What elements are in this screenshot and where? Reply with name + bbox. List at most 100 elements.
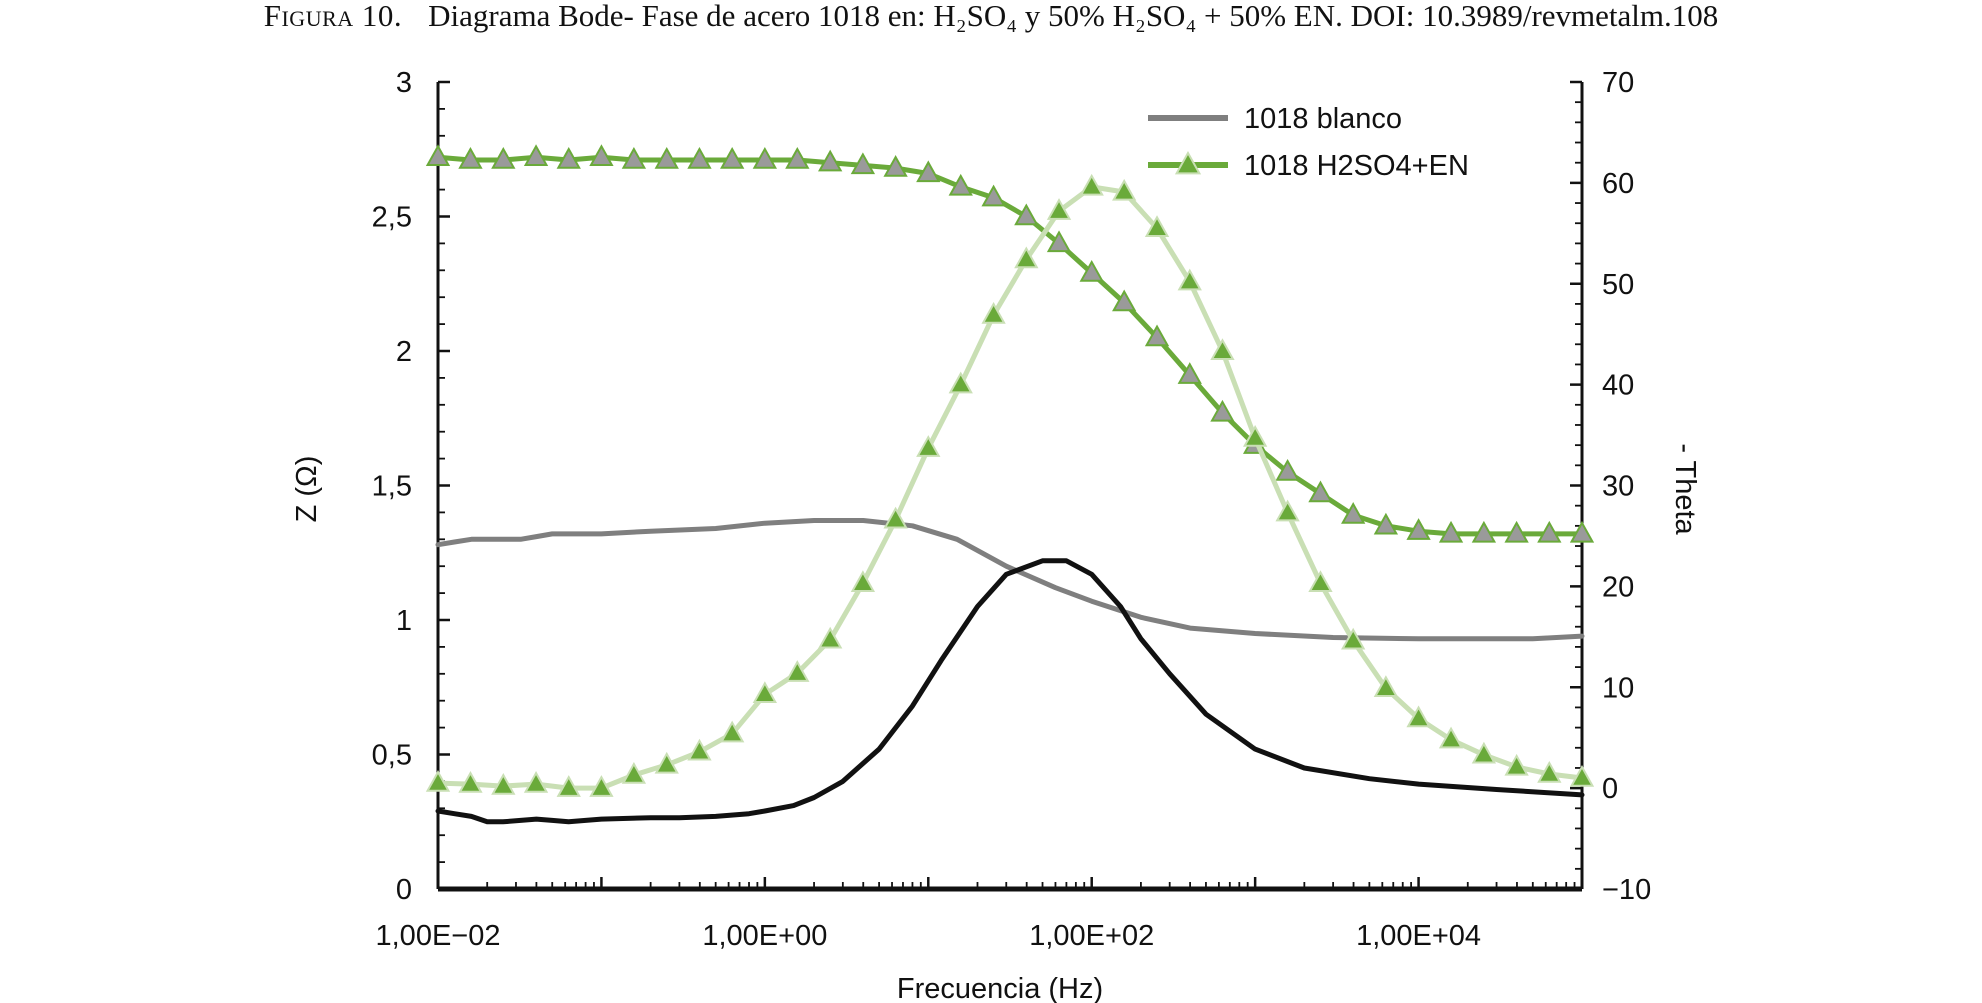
series-point-3 bbox=[1373, 675, 1399, 697]
series-point-3 bbox=[981, 301, 1006, 324]
series-point-2 bbox=[1177, 362, 1202, 384]
series-point-3 bbox=[491, 773, 516, 795]
series-point-3 bbox=[1275, 499, 1300, 522]
legend: 1018 blanco 1018 H2SO4+EN bbox=[1148, 103, 1469, 182]
series-point-3 bbox=[850, 570, 876, 593]
series-point-3 bbox=[1308, 570, 1333, 593]
series-point-3 bbox=[1438, 726, 1464, 749]
series-point-2 bbox=[1275, 459, 1300, 481]
series-point-2 bbox=[1014, 203, 1039, 226]
series-point-3 bbox=[1079, 173, 1104, 196]
axes-group: 1,00E−02 1,00E+00 1,00E+02 1,00E+04 0 0,5 1 1,5… bbox=[372, 67, 1652, 952]
y-right-tick-label: −10 bbox=[1602, 874, 1651, 906]
series-point-3 bbox=[1144, 215, 1170, 237]
y-right-tick-label: 60 bbox=[1602, 168, 1634, 200]
series-point-3 bbox=[687, 738, 712, 761]
series-point-2 bbox=[1504, 520, 1529, 543]
x-axis-label: Frecuencia (Hz) bbox=[897, 973, 1103, 1003]
y-axis-left-label: Z (Ω) bbox=[291, 456, 323, 523]
series-point-3 bbox=[589, 775, 614, 797]
series-point-3 bbox=[1014, 246, 1039, 269]
series-point-3 bbox=[1537, 760, 1562, 783]
series-point-3 bbox=[1177, 268, 1202, 291]
y-right-tick-label: 30 bbox=[1602, 471, 1634, 503]
series-point-3 bbox=[1569, 764, 1595, 787]
y-right-tick-label: 50 bbox=[1602, 269, 1634, 301]
series-line-2 bbox=[435, 154, 1585, 537]
legend-marker bbox=[1174, 150, 1202, 175]
series-point-2 bbox=[1537, 520, 1562, 543]
legend-label: 1018 H2SO4+EN bbox=[1244, 150, 1469, 182]
series-point-2 bbox=[1471, 520, 1497, 543]
series-point-3 bbox=[948, 371, 973, 394]
series-point-3 bbox=[1112, 178, 1137, 201]
y-right-tick-label: 0 bbox=[1602, 773, 1618, 805]
series-point-2 bbox=[916, 160, 941, 183]
series-point-2 bbox=[1144, 324, 1170, 347]
x-tick-label: 1,00E+04 bbox=[1356, 920, 1481, 952]
series-point-2 bbox=[458, 146, 483, 169]
series-point-2 bbox=[720, 146, 745, 169]
series-point-2 bbox=[818, 149, 843, 172]
series-point-2 bbox=[491, 146, 516, 169]
series-point-2 bbox=[850, 152, 876, 175]
figure-caption-text: Diagrama Bode- Fase de acero 1018 en: H₂… bbox=[428, 0, 1719, 33]
series-point-3 bbox=[785, 660, 810, 682]
series-point-2 bbox=[883, 155, 908, 177]
series-point-3 bbox=[1504, 753, 1529, 776]
series-point-3 bbox=[458, 771, 483, 793]
y-left-tick-label: 3 bbox=[396, 67, 412, 99]
series-point-3 bbox=[720, 720, 745, 743]
y-right-tick-label: 70 bbox=[1602, 67, 1634, 99]
y-left-tick-label: 1,5 bbox=[372, 471, 412, 503]
y-left-tick-label: 2,5 bbox=[372, 202, 412, 234]
y-right-tick-label: 40 bbox=[1602, 370, 1634, 402]
series-point-2 bbox=[785, 146, 810, 169]
series-point-3 bbox=[818, 626, 843, 649]
series-point-2 bbox=[981, 184, 1006, 207]
series-point-2 bbox=[589, 144, 614, 167]
series-point-3 bbox=[1471, 741, 1497, 764]
y-right-tick-label: 20 bbox=[1602, 571, 1634, 603]
series-point-3 bbox=[654, 751, 679, 774]
series-point-2 bbox=[523, 144, 549, 167]
series-point-2 bbox=[1210, 399, 1235, 422]
series-point-2 bbox=[556, 146, 581, 169]
series-point-3 bbox=[752, 681, 778, 704]
x-tick-label: 1,00E−02 bbox=[376, 920, 501, 952]
series-point-2 bbox=[1341, 502, 1366, 524]
series-point-2 bbox=[1079, 259, 1104, 282]
series-point-3 bbox=[916, 435, 941, 457]
x-tick-label: 1,00E+00 bbox=[702, 920, 827, 952]
y-left-tick-label: 0 bbox=[396, 874, 412, 906]
series-point-2 bbox=[1308, 480, 1333, 503]
series-point-2 bbox=[1569, 520, 1595, 543]
series-point-2 bbox=[1112, 289, 1137, 312]
y-left-tick-label: 1 bbox=[396, 605, 412, 637]
legend-label: 1018 blanco bbox=[1244, 103, 1402, 135]
series-line-1 bbox=[435, 558, 1585, 825]
series-point-3 bbox=[1210, 338, 1235, 361]
y-left-tick-label: 2 bbox=[396, 336, 412, 368]
series-point-3 bbox=[1046, 198, 1072, 220]
series-point-2 bbox=[752, 146, 778, 169]
series-group bbox=[425, 144, 1595, 825]
y-axis-right-label: - Theta bbox=[1669, 443, 1701, 535]
series-point-2 bbox=[654, 146, 679, 169]
series-point-3 bbox=[425, 770, 451, 792]
x-tick-label: 1,00E+02 bbox=[1029, 920, 1154, 952]
series-line-0 bbox=[435, 518, 1585, 642]
series-point-2 bbox=[425, 144, 451, 167]
series-point-2 bbox=[1046, 230, 1072, 253]
series-point-3 bbox=[1406, 705, 1431, 728]
series-point-3 bbox=[1341, 627, 1366, 650]
series-point-2 bbox=[1438, 520, 1464, 543]
series-point-2 bbox=[1373, 512, 1399, 535]
y-left-tick-label: 0,5 bbox=[372, 740, 412, 772]
figure-caption: Figura 10. Diagrama Bode- Fase de acero 1… bbox=[0, 0, 1982, 44]
y-right-tick-label: 10 bbox=[1602, 672, 1634, 704]
series-point-3 bbox=[523, 771, 549, 793]
series-point-2 bbox=[1406, 518, 1431, 540]
series-point-2 bbox=[621, 146, 647, 169]
